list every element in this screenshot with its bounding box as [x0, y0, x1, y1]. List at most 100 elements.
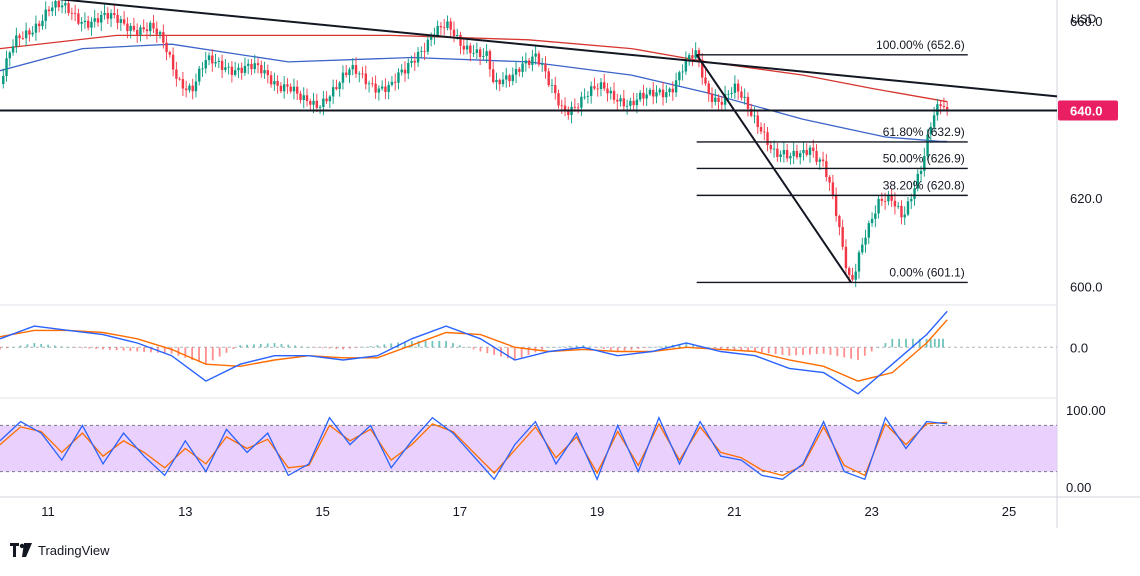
macd-histogram-bar: [349, 347, 351, 349]
candle-body: [505, 75, 508, 80]
candle-body: [194, 81, 198, 92]
candle-body: [60, 5, 64, 8]
macd-histogram-bar: [733, 347, 736, 351]
macd-histogram-bar: [678, 343, 681, 348]
candle-body: [354, 65, 358, 74]
macd-histogram-bar: [685, 343, 688, 348]
candle-body: [181, 79, 185, 89]
candle-body: [635, 99, 639, 106]
candle-body: [789, 156, 792, 159]
candle-body: [211, 55, 214, 64]
macd-histogram-bar: [328, 347, 331, 349]
candle-body: [668, 88, 671, 93]
candle-body: [57, 1, 60, 8]
candle-body: [491, 69, 495, 83]
macd-histogram-bar: [472, 347, 475, 350]
candle-body: [759, 127, 763, 132]
candle-body: [746, 96, 750, 109]
macd-histogram-bar: [253, 344, 255, 348]
candle-body: [945, 107, 949, 110]
candle-body: [318, 107, 322, 108]
candle-body: [629, 100, 632, 106]
candle-body: [86, 20, 90, 28]
candle-body: [916, 173, 919, 189]
macd-histogram-bar: [74, 347, 77, 348]
candle-body: [93, 18, 96, 22]
brand-footer[interactable]: TradingView: [10, 540, 110, 560]
macd-histogram-bar: [287, 344, 290, 348]
candle-body: [599, 82, 603, 90]
price-marker-label: 640.0: [1070, 104, 1103, 119]
candle-body: [769, 145, 773, 150]
candle-body: [763, 131, 766, 133]
candle-body: [733, 83, 737, 93]
macd-histogram-bar: [225, 347, 228, 353]
macd-histogram-bar: [362, 346, 365, 348]
candle-body: [736, 83, 740, 92]
candle-body: [139, 27, 142, 35]
time-tick-label: 11: [41, 504, 55, 519]
candle-body: [364, 73, 368, 85]
candle-body: [390, 81, 394, 85]
candle-body: [299, 93, 302, 100]
candle-body: [583, 96, 586, 98]
candle-body: [720, 101, 724, 105]
macd-histogram-bar: [863, 347, 866, 356]
candle-body: [2, 76, 5, 84]
candle-body: [233, 70, 237, 75]
macd-histogram-bar: [438, 340, 441, 348]
candle-body: [802, 149, 805, 154]
candle-body: [331, 87, 335, 97]
candle-body: [710, 93, 714, 102]
candle-body: [325, 98, 328, 102]
macd-histogram-bar: [0, 347, 1, 350]
macd-histogram-bar: [170, 347, 173, 354]
macd-histogram-bar: [246, 344, 248, 348]
price-tick-label: 660.0: [1070, 14, 1103, 29]
macd-histogram-bar: [218, 347, 221, 357]
macd-histogram-bar: [623, 347, 626, 351]
currency-label[interactable]: USD: [1071, 12, 1097, 26]
macd-histogram-bar: [458, 345, 461, 348]
candle-body: [34, 23, 38, 33]
macd-histogram-bar: [767, 347, 770, 354]
macd-histogram-bar: [47, 344, 49, 348]
candle-body: [465, 45, 469, 50]
axes-layer: 600.0 620.0 660.0 640.0 0.0 0.00 100.00 11 13 15 1…: [41, 14, 1118, 519]
candle-body: [28, 30, 31, 35]
candle-body: [563, 105, 567, 111]
candle-body: [276, 81, 279, 86]
macd-histogram-bar: [609, 347, 612, 351]
stochastic-layer: [0, 416, 948, 481]
candle-body: [371, 83, 374, 85]
macd-histogram-bar: [486, 347, 489, 354]
macd-histogram-bar: [294, 345, 297, 348]
macd-histogram-bar: [938, 338, 940, 348]
macd-histogram-bar: [568, 346, 571, 348]
candle-body: [67, 3, 70, 13]
candle-body: [184, 88, 188, 91]
candle-body: [269, 75, 273, 85]
macd-histogram-bar: [150, 347, 152, 353]
macd-histogram-bar: [850, 347, 852, 359]
candle-body: [377, 88, 381, 93]
candle-body: [723, 94, 727, 105]
candle-body: [906, 201, 910, 215]
candle-body: [410, 60, 413, 63]
macd-histogram-bar: [376, 345, 379, 348]
candle-body: [204, 60, 207, 69]
candle-body: [214, 62, 217, 64]
candle-body: [122, 19, 126, 24]
candle-body: [322, 98, 325, 108]
time-tick-label: 25: [1002, 504, 1016, 519]
macd-histogram-bar: [184, 347, 187, 358]
candle-body: [782, 150, 786, 155]
candle-body: [384, 86, 387, 92]
macd-histogram-bar: [307, 347, 310, 348]
candle-body: [877, 198, 880, 214]
candle-body: [694, 50, 697, 59]
candle-body: [658, 89, 661, 93]
candle-body: [812, 147, 815, 152]
macd-histogram-bar: [582, 345, 585, 348]
candle-body: [341, 72, 345, 83]
